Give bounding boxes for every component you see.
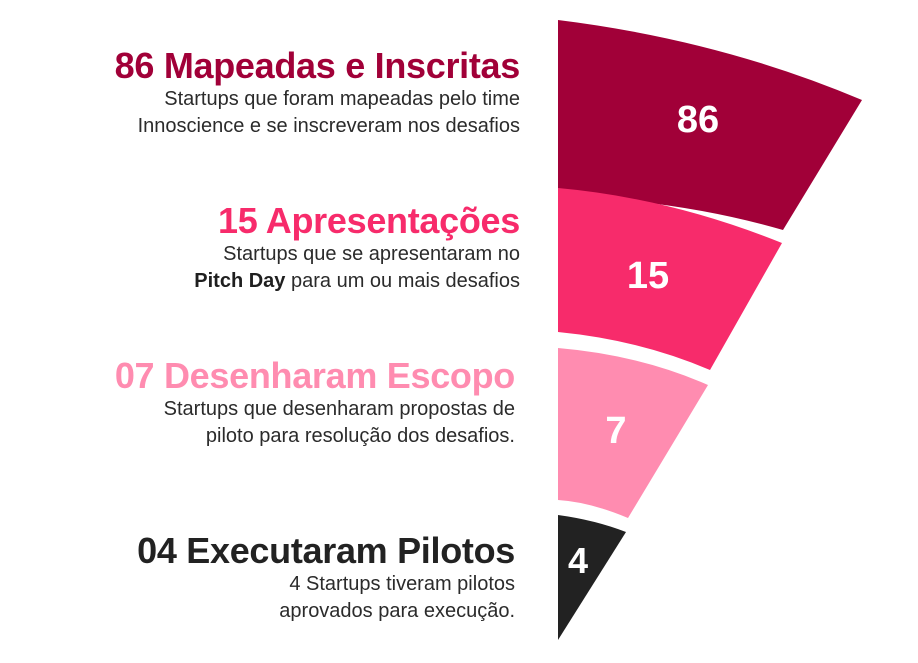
stage-title-pilotos: 04 Executaram Pilotos — [137, 530, 515, 571]
stage-pilotos: 04 Executaram Pilotos 4 Startups tiveram… — [0, 531, 515, 625]
stage-description-mapeadas-line2: Innoscience e se inscreveram nos desafio… — [137, 115, 520, 137]
funnel-value-mapeadas: 86 — [677, 99, 719, 141]
stage-escopo: 07 Desenharam Escopo Startups que desenh… — [0, 356, 515, 450]
stage-title-mapeadas: 86 Mapeadas e Inscritas — [114, 45, 521, 86]
funnel-segment-mapeadas — [558, 20, 862, 230]
stage-description-apresentacoes-line2-rest: para um ou mais desafios — [285, 270, 520, 292]
stage-description-pilotos-line1: 4 Startups tiveram pilotos — [289, 573, 515, 595]
funnel-value-pilotos: 4 — [568, 540, 588, 581]
funnel-segment-apresentacoes — [558, 188, 782, 370]
stage-title-escopo: 07 Desenharam Escopo — [114, 355, 515, 396]
funnel-value-apresentacoes: 15 — [627, 255, 669, 297]
stage-description-escopo-line1: Startups que desenharam propostas de — [163, 398, 515, 420]
funnel-segment-escopo — [558, 348, 708, 518]
stage-apresentacoes: 15 Apresentações Startups que se apresen… — [0, 201, 520, 295]
stage-title-apresentacoes: 15 Apresentações — [217, 200, 520, 241]
funnel-value-escopo: 7 — [605, 410, 626, 452]
stage-description-pilotos-line2: aprovados para execução. — [279, 600, 515, 622]
stage-description-apresentacoes-line2: Pitch Day para um ou mais desafios — [0, 268, 520, 295]
stage-description-apresentacoes-line1: Startups que se apresentaram no — [223, 243, 520, 265]
stage-description-escopo-line2: piloto para resolução dos desafios. — [205, 425, 515, 447]
funnel-segment-pilotos — [558, 515, 626, 640]
pitch-day-label: Pitch Day — [194, 270, 286, 292]
stage-mapeadas: 86 Mapeadas e Inscritas Startups que for… — [0, 45, 521, 140]
stage-description-mapeadas-line1: Startups que foram mapeadas pelo time — [164, 88, 520, 110]
